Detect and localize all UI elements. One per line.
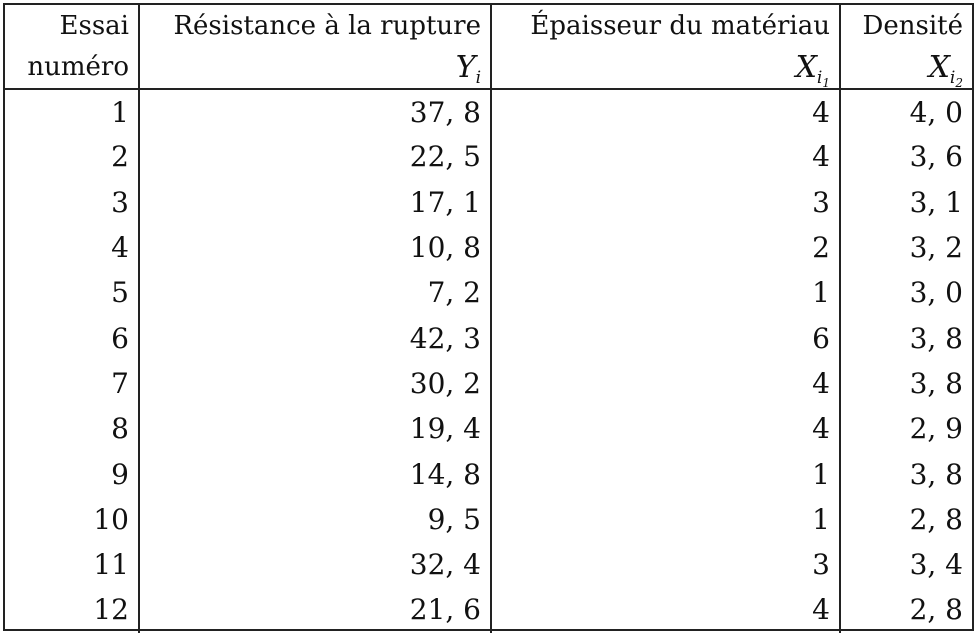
- cell-densite: 3, 8: [909, 457, 963, 491]
- header-var-x2: Xi2: [840, 46, 972, 90]
- cell-densite: 4, 0: [909, 95, 963, 129]
- header-essai: Essai: [5, 5, 140, 46]
- cell-essai: 11: [5, 541, 140, 588]
- table-frame: Essai Résistance à la rupture Épaisseur …: [3, 3, 974, 633]
- cell-essai: 9: [5, 451, 140, 497]
- cell-essai: 6: [5, 315, 140, 361]
- cell-essai: 2: [5, 134, 140, 180]
- header-epaisseur: Épaisseur du matériau: [491, 5, 841, 46]
- table-row: 8 19, 4 4 2, 9: [5, 406, 972, 452]
- cell-resistance: 7, 2: [139, 270, 492, 316]
- cell-densite: 3, 4: [909, 548, 963, 582]
- table-row: 6 42, 3 6 3, 8: [5, 315, 972, 361]
- table-row: 7 30, 2 4 3, 8: [5, 360, 972, 407]
- cell-epaisseur: 3: [491, 541, 841, 588]
- var-x1-symbol: Xi1: [795, 49, 830, 90]
- header-densite: Densité: [862, 10, 963, 41]
- table-row: 3 17, 1 3 3, 1: [5, 179, 972, 225]
- cell-densite: 3, 8: [909, 366, 963, 400]
- table-row: 5 7, 2 1 3, 0: [5, 270, 972, 316]
- cell-essai: 12: [5, 587, 140, 633]
- cell-essai: 1: [5, 89, 140, 135]
- cell-epaisseur: 1: [491, 270, 841, 316]
- cell-epaisseur: 6: [491, 315, 841, 361]
- cell-resistance: 30, 2: [139, 360, 492, 407]
- cell-essai: 10: [5, 496, 140, 542]
- cell-epaisseur: 4: [491, 360, 841, 407]
- cell-epaisseur: 4: [491, 134, 841, 180]
- cell-essai: 8: [5, 406, 140, 452]
- header-var-y: Yi: [139, 46, 492, 90]
- data-table: Essai Résistance à la rupture Épaisseur …: [5, 5, 972, 633]
- table-row: 4 10, 8 2 3, 2: [5, 224, 972, 271]
- cell-resistance: 42, 3: [139, 315, 492, 361]
- table-row: 12 21, 6 4 2, 8: [5, 587, 972, 633]
- cell-epaisseur: 4: [491, 587, 841, 633]
- header-row-2: numéro Yi Xi1 Xi2: [5, 46, 972, 90]
- cell-densite: 3, 2: [909, 231, 963, 265]
- cell-essai: 4: [5, 224, 140, 271]
- cell-essai: 5: [5, 270, 140, 316]
- cell-resistance: 9, 5: [139, 496, 492, 542]
- cell-epaisseur: 4: [491, 406, 841, 452]
- cell-essai: 3: [5, 179, 140, 225]
- header-row-1: Essai Résistance à la rupture Épaisseur …: [5, 5, 972, 46]
- cell-resistance: 21, 6: [139, 587, 492, 633]
- cell-resistance: 19, 4: [139, 406, 492, 452]
- cell-resistance: 22, 5: [139, 134, 492, 180]
- var-y-symbol: Yi: [455, 49, 481, 88]
- cell-densite: 3, 0: [909, 276, 963, 310]
- cell-resistance: 32, 4: [139, 541, 492, 588]
- cell-epaisseur: 1: [491, 451, 841, 497]
- cell-densite: 2, 8: [909, 502, 963, 536]
- table-row: 1 37, 8 4 4, 0: [5, 89, 972, 135]
- header-resistance: Résistance à la rupture: [139, 5, 492, 46]
- cell-densite: 3, 8: [909, 321, 963, 355]
- table-row: 11 32, 4 3 3, 4: [5, 541, 972, 588]
- table-row: 2 22, 5 4 3, 6: [5, 134, 972, 180]
- cell-densite: 3, 1: [909, 185, 963, 219]
- table-row: 10 9, 5 1 2, 8: [5, 496, 972, 542]
- cell-densite: 2, 9: [909, 412, 963, 446]
- table-row: 9 14, 8 1 3, 8: [5, 451, 972, 497]
- cell-resistance: 10, 8: [139, 224, 492, 271]
- cell-epaisseur: 2: [491, 224, 841, 271]
- cell-epaisseur: 1: [491, 496, 841, 542]
- header-var-x1: Xi1: [491, 46, 841, 90]
- cell-epaisseur: 3: [491, 179, 841, 225]
- cell-essai: 7: [5, 360, 140, 407]
- cell-resistance: 17, 1: [139, 179, 492, 225]
- cell-epaisseur: 4: [491, 89, 841, 135]
- cell-densite: 2, 8: [909, 593, 963, 627]
- cell-resistance: 14, 8: [139, 451, 492, 497]
- header-numero: numéro: [5, 46, 140, 90]
- var-x2-symbol: Xi2: [928, 49, 963, 90]
- cell-resistance: 37, 8: [139, 89, 492, 135]
- cell-densite: 3, 6: [909, 140, 963, 174]
